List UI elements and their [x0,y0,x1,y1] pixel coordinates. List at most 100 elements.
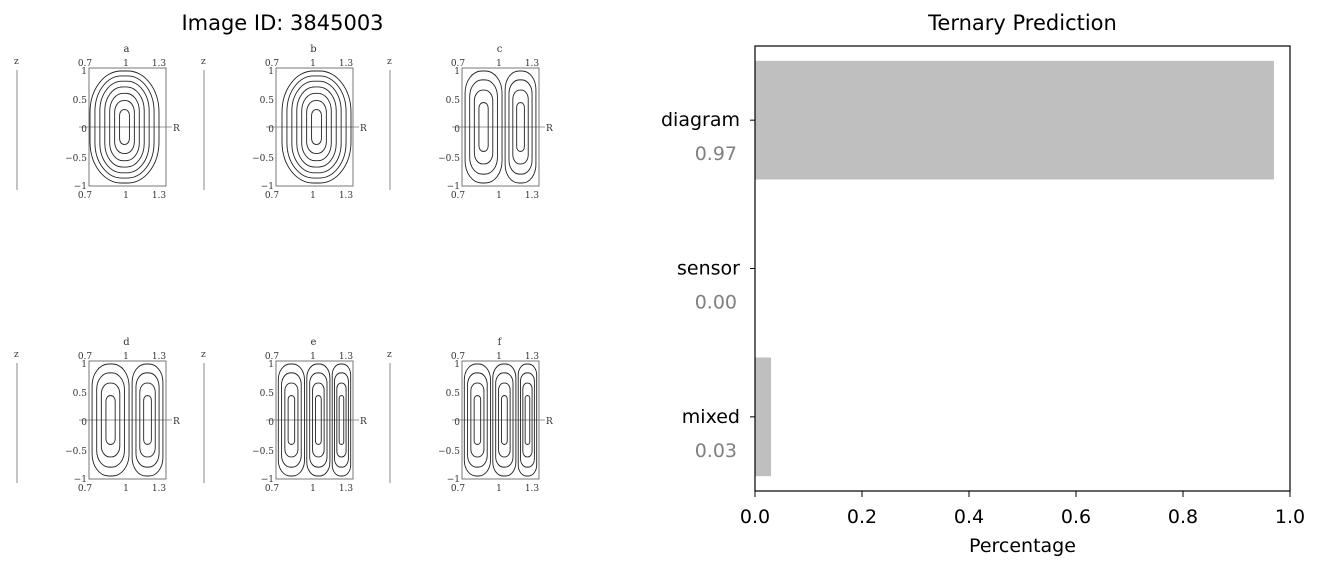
contour-line [517,363,538,477]
y-tick-label: 0.5 [260,389,275,399]
contour-line [469,79,498,175]
panel-label: c [497,44,503,55]
y-tick-label: 0.5 [260,96,275,106]
bottom-tick-label: 0.7 [451,484,466,494]
top-tick-label: 1.3 [152,59,167,69]
contour-line [501,395,508,445]
value-label-mixed: 0.03 [695,440,737,462]
bottom-tick-label: 1.3 [152,484,167,494]
panel-label: f [498,337,503,348]
contour-line [473,89,494,165]
y-tick-label: 0 [81,418,87,428]
y-tick-label: 0.5 [73,389,88,399]
category-label-sensor: sensor [677,258,740,280]
r-axis-label: R [360,417,367,427]
contour-line [109,92,140,162]
y-tick-label: −1 [74,182,87,192]
contour-line [522,382,533,458]
contour-line [99,80,150,174]
top-tick-label: 1 [310,59,316,69]
y-tick-label: 1 [268,360,274,370]
contour-line [473,395,482,445]
z-axis-label: z [201,350,206,360]
x-tick-label: 0.8 [1168,506,1198,528]
contour-line [495,372,514,468]
r-axis-label: R [173,124,180,134]
contour-line [284,382,299,458]
contour-line [296,86,337,168]
contour-line [508,79,533,175]
top-tick-label: 0.7 [78,59,93,69]
contour-line [516,102,525,152]
contour-line [309,372,328,468]
bar-diagram [755,60,1274,180]
contour-line [89,70,160,184]
y-tick-label: 0 [268,418,274,428]
contour-line [277,363,305,477]
y-tick-label: 1 [454,67,460,77]
x-tick-label: 1.0 [1275,506,1305,528]
y-tick-label: −0.5 [438,447,460,457]
top-tick-label: 1 [123,352,129,362]
y-tick-label: 0.5 [73,96,88,106]
y-tick-label: 0 [268,125,274,135]
top-tick-label: 1 [496,352,502,362]
y-tick-label: −0.5 [438,154,460,164]
contour-line [512,89,529,165]
value-label-diagram: 0.97 [695,143,737,165]
bottom-tick-label: 1 [496,484,502,494]
contour-line [331,363,352,477]
y-tick-label: 0 [454,418,460,428]
r-axis-label: R [173,417,180,427]
z-axis-label: z [201,57,206,67]
x-tick-label: 0.0 [740,506,770,528]
contour-line [470,382,485,458]
contour-line [467,372,488,468]
category-label-diagram: diagram [661,109,740,131]
contour-line [287,395,296,445]
z-axis-label: z [387,57,392,67]
contour-line [520,372,535,468]
y-tick-label: −1 [261,475,274,485]
contour-line [281,372,302,468]
top-tick-label: 1.3 [339,352,354,362]
contour-line [131,363,164,477]
r-axis-label: R [546,124,553,134]
panel-label: a [124,44,130,55]
contour-line [291,80,342,174]
z-axis-label: z [387,350,392,360]
x-axis-label: Percentage [969,535,1076,557]
r-axis-label: R [360,124,367,134]
y-tick-label: −1 [261,182,274,192]
bottom-tick-label: 1.3 [525,191,540,201]
top-tick-label: 1 [123,59,129,69]
y-tick-label: 1 [454,360,460,370]
top-tick-label: 1 [310,352,316,362]
bottom-tick-label: 1 [123,191,129,201]
top-tick-label: 1.3 [339,59,354,69]
y-tick-label: 0 [454,125,460,135]
top-tick-label: 1 [496,59,502,69]
y-tick-label: 1 [81,67,87,77]
top-tick-label: 1.3 [525,352,540,362]
contour-line [334,372,349,468]
contour-line [498,382,511,458]
bottom-tick-label: 1.3 [152,191,167,201]
contour-line [143,395,152,445]
bottom-tick-label: 1.3 [339,484,354,494]
contour-line [306,363,331,477]
contour-line [492,363,517,477]
contour-line [524,395,531,445]
y-tick-label: −1 [447,475,460,485]
contour-line [311,109,322,145]
contour-line [464,70,503,184]
contour-line [104,86,145,168]
panel-label: b [310,44,316,55]
contour-line [94,75,155,179]
contour-line [315,395,322,445]
y-tick-label: −0.5 [65,154,87,164]
